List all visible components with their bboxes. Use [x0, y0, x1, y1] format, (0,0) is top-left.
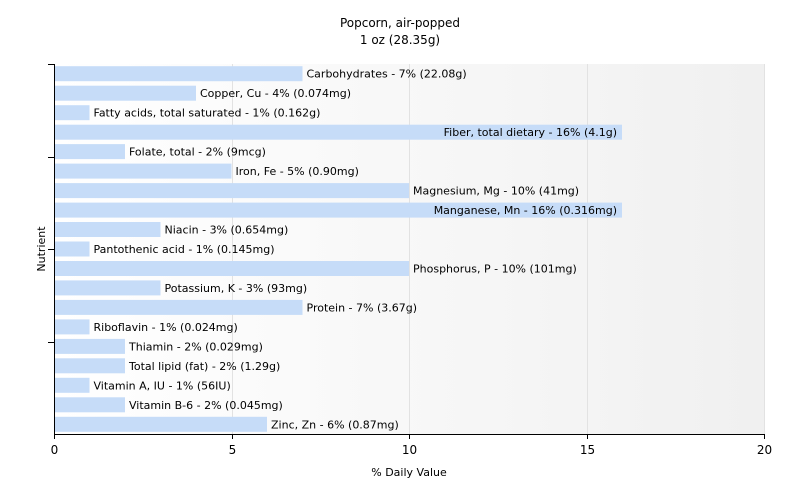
bar-label-0: Carbohydrates - 7% (22.08g): [307, 68, 467, 81]
bar-10: [55, 261, 409, 276]
bar-label-11: Potassium, K - 3% (93mg): [165, 282, 308, 295]
bar-8: [55, 222, 161, 237]
bar-6: [55, 183, 409, 199]
bar-5: [55, 163, 232, 179]
bar-label-1: Copper, Cu - 4% (0.074mg): [200, 87, 351, 100]
bar-label-14: Thiamin - 2% (0.029mg): [128, 340, 263, 353]
bar-label-10: Phosphorus, P - 10% (101mg): [413, 263, 577, 276]
bar-label-16: Vitamin A, IU - 1% (56IU): [94, 379, 231, 392]
x-tick-label-2: 10: [402, 443, 417, 457]
bar-label-8: Niacin - 3% (0.654mg): [165, 224, 289, 237]
bar-label-18: Zinc, Zn - 6% (0.87mg): [271, 418, 399, 431]
bar-label-17: Vitamin B-6 - 2% (0.045mg): [129, 399, 283, 412]
chart-title: Popcorn, air-popped: [339, 16, 461, 30]
bar-label-13: Riboflavin - 1% (0.024mg): [94, 321, 238, 334]
bar-label-15: Total lipid (fat) - 2% (1.29g): [128, 360, 280, 373]
bar-12: [55, 299, 303, 315]
bar-4: [55, 144, 125, 160]
bar-14: [55, 338, 125, 354]
bar-label-5: Iron, Fe - 5% (0.90mg): [236, 165, 359, 178]
bar-7: [55, 202, 622, 218]
bar-label-9: Pantothenic acid - 1% (0.145mg): [94, 243, 275, 256]
bar-11: [55, 280, 161, 296]
bar-label-4: Folate, total - 2% (9mcg): [129, 146, 266, 159]
bar-label-7: Manganese, Mn - 16% (0.316mg): [434, 204, 617, 217]
x-tick-label-4: 20: [757, 443, 772, 457]
x-tick-label-3: 15: [580, 443, 595, 457]
y-axis-title: Nutrient: [35, 226, 48, 272]
x-tick-label-1: 5: [229, 443, 237, 457]
axes-group: 0 5 10 15 20: [48, 64, 772, 457]
x-tick-label-0: 0: [51, 443, 59, 457]
bar-2: [55, 105, 90, 121]
bar-9: [55, 241, 90, 257]
bar-label-3: Fiber, total dietary - 16% (4.1g): [444, 126, 617, 139]
bar-0: [55, 66, 303, 82]
chart-subtitle: 1 oz (28.35g): [359, 33, 441, 47]
bar-label-2: Fatty acids, total saturated - 1% (0.162…: [94, 107, 321, 120]
bar-label-6: Magnesium, Mg - 10% (41mg): [413, 185, 579, 198]
bar-label-12: Protein - 7% (3.67g): [307, 301, 418, 314]
bar-17: [55, 397, 125, 413]
x-axis-title: % Daily Value: [371, 466, 447, 479]
bar-1: [55, 85, 196, 101]
bar-16: [55, 377, 90, 393]
bar-13: [55, 319, 90, 335]
bars-group: Carbohydrates - 7% (22.08g) Copper, Cu - …: [55, 66, 622, 432]
bar-18: [55, 416, 267, 432]
bar-3: [55, 124, 622, 140]
bar-15: [55, 358, 125, 374]
